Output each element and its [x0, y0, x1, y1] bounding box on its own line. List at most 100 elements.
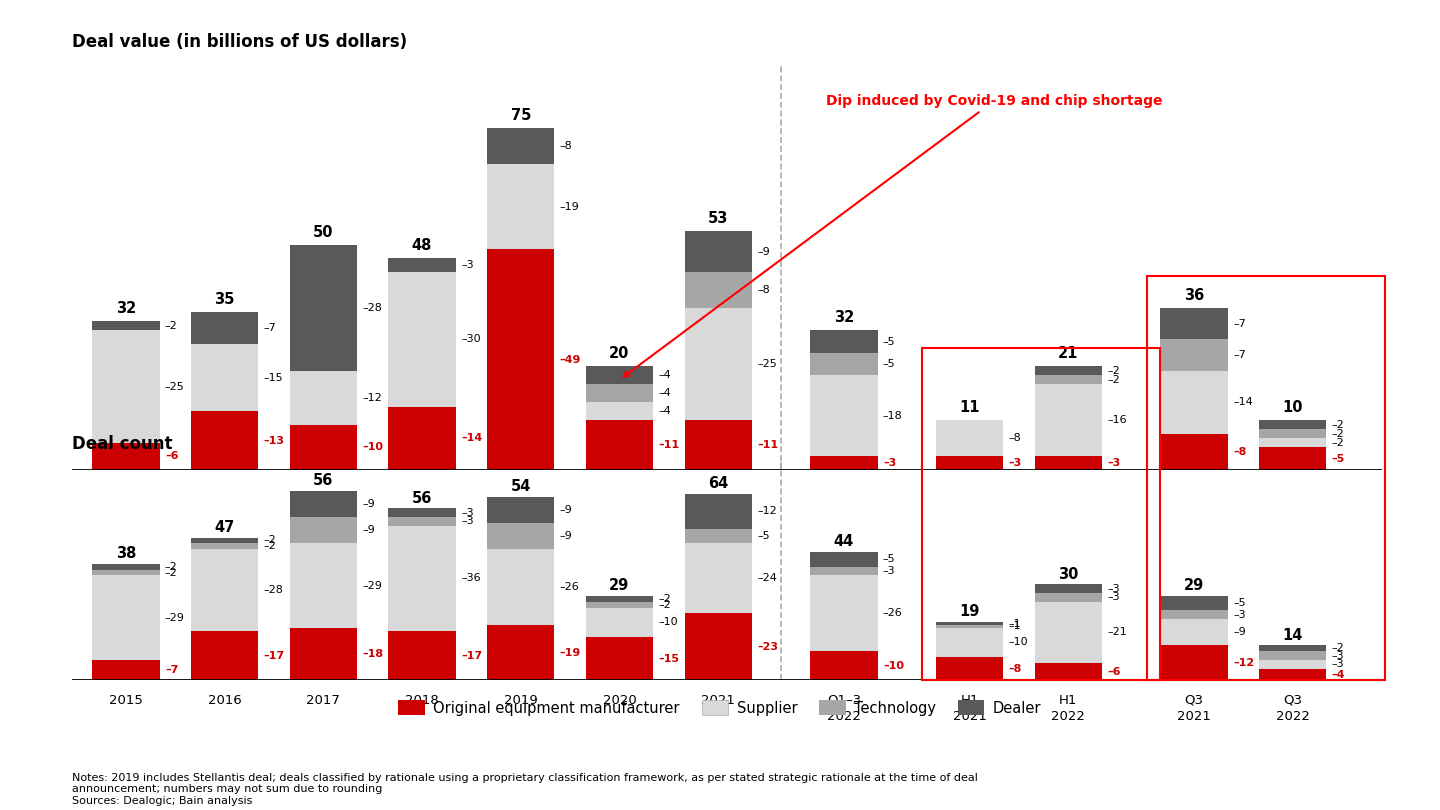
- Bar: [289, 491, 357, 517]
- Text: –3: –3: [1107, 592, 1120, 603]
- Text: –9: –9: [1233, 627, 1246, 637]
- Bar: [811, 456, 877, 470]
- Bar: [1034, 663, 1102, 680]
- Text: –4: –4: [658, 407, 671, 416]
- Bar: [192, 544, 258, 549]
- Text: –3: –3: [1107, 583, 1120, 594]
- Text: –9: –9: [757, 246, 770, 257]
- Bar: [1259, 429, 1326, 438]
- Text: –15: –15: [658, 654, 680, 663]
- Text: –28: –28: [264, 585, 284, 595]
- Text: –3: –3: [883, 566, 896, 576]
- Bar: [487, 164, 554, 249]
- Text: 2016: 2016: [207, 693, 242, 706]
- Bar: [389, 517, 455, 526]
- Text: Deal count: Deal count: [72, 435, 173, 453]
- Text: –28: –28: [363, 303, 382, 313]
- Text: 32: 32: [834, 310, 854, 326]
- Text: –21: –21: [1107, 627, 1128, 637]
- Text: –2: –2: [1332, 643, 1345, 654]
- Text: –10: –10: [658, 617, 678, 627]
- Bar: [192, 313, 258, 343]
- Text: –26: –26: [560, 582, 579, 592]
- Bar: [1161, 646, 1227, 680]
- Bar: [1259, 420, 1326, 429]
- Text: –1: –1: [1008, 621, 1021, 632]
- Bar: [586, 602, 654, 608]
- Text: –5: –5: [1332, 454, 1345, 463]
- Text: –2: –2: [166, 568, 177, 578]
- Text: Q3: Q3: [1185, 693, 1204, 706]
- Text: 2022: 2022: [827, 710, 861, 723]
- Bar: [936, 456, 1004, 470]
- Text: H1: H1: [960, 693, 979, 706]
- Text: –5: –5: [1233, 598, 1246, 608]
- Bar: [92, 443, 160, 470]
- Bar: [1161, 339, 1227, 371]
- Text: Q3: Q3: [1283, 693, 1302, 706]
- Text: –2: –2: [1332, 437, 1345, 448]
- Bar: [1259, 438, 1326, 447]
- Text: 32: 32: [115, 301, 135, 317]
- Text: 2019: 2019: [504, 693, 537, 706]
- Text: –2: –2: [1107, 375, 1120, 385]
- Text: –25: –25: [166, 382, 184, 391]
- Bar: [811, 651, 877, 680]
- Text: –24: –24: [757, 573, 778, 583]
- Text: 20: 20: [609, 347, 629, 361]
- Text: –14: –14: [461, 433, 482, 443]
- Bar: [1161, 308, 1227, 339]
- Text: –3: –3: [1332, 650, 1345, 661]
- Text: –6: –6: [166, 451, 179, 462]
- Bar: [192, 538, 258, 544]
- Bar: [811, 375, 877, 456]
- Text: –4: –4: [1332, 670, 1345, 680]
- Bar: [389, 258, 455, 272]
- Text: 21: 21: [1058, 347, 1079, 361]
- Text: –19: –19: [560, 648, 582, 658]
- Text: 11: 11: [959, 400, 979, 416]
- Text: –8: –8: [1008, 663, 1022, 674]
- Text: –3: –3: [1233, 610, 1246, 620]
- Bar: [684, 613, 752, 680]
- Text: –5: –5: [757, 531, 770, 541]
- Text: 75: 75: [511, 108, 531, 123]
- Text: 36: 36: [1184, 288, 1204, 303]
- Bar: [289, 245, 357, 371]
- Text: 35: 35: [215, 292, 235, 308]
- Text: –11: –11: [658, 440, 680, 450]
- Text: H1: H1: [1058, 693, 1077, 706]
- Bar: [92, 569, 160, 575]
- Text: –2: –2: [1332, 420, 1345, 430]
- Text: 30: 30: [1058, 566, 1079, 582]
- Text: –2: –2: [1107, 366, 1120, 376]
- Text: 53: 53: [708, 211, 729, 227]
- Bar: [389, 631, 455, 680]
- Bar: [1259, 660, 1326, 669]
- Bar: [289, 371, 357, 424]
- Bar: [1161, 596, 1227, 611]
- Text: –4: –4: [658, 388, 671, 399]
- Bar: [289, 424, 357, 470]
- Text: 29: 29: [1184, 578, 1204, 593]
- Text: –15: –15: [264, 373, 284, 382]
- Bar: [684, 494, 752, 529]
- Bar: [1259, 669, 1326, 680]
- Bar: [1161, 611, 1227, 619]
- Bar: [1034, 375, 1102, 384]
- Bar: [936, 622, 1004, 625]
- Bar: [811, 330, 877, 353]
- Text: –2: –2: [166, 321, 177, 330]
- Bar: [192, 411, 258, 470]
- Bar: [1259, 646, 1326, 651]
- Text: –7: –7: [1233, 318, 1246, 329]
- Bar: [389, 407, 455, 470]
- Text: –25: –25: [757, 359, 778, 369]
- Bar: [684, 308, 752, 420]
- Bar: [586, 384, 654, 403]
- Bar: [1034, 593, 1102, 602]
- Text: –3: –3: [461, 508, 474, 518]
- Text: 2017: 2017: [307, 693, 340, 706]
- Bar: [811, 575, 877, 651]
- Text: 56: 56: [312, 473, 334, 488]
